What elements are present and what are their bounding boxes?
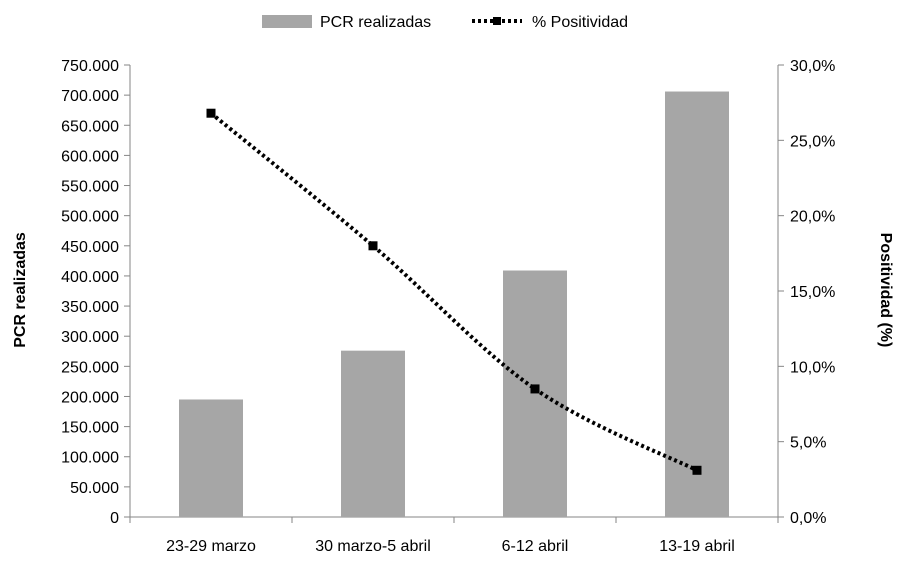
y-tick-label: 550.000	[61, 179, 119, 196]
x-tick-label: 13-19 abril	[659, 538, 735, 555]
legend-label-pcr: PCR realizadas	[320, 14, 431, 31]
y2-tick-label: 25,0%	[790, 133, 835, 150]
y-tick-label: 700.000	[61, 88, 119, 105]
y2-tick-label: 30,0%	[790, 58, 835, 75]
y-tick-label: 350.000	[61, 299, 119, 316]
y-tick-label: 0	[110, 510, 119, 527]
y2-tick-label: 0,0%	[790, 510, 826, 527]
marker-positividad	[368, 241, 378, 251]
y-tick-label: 150.000	[61, 420, 119, 437]
y-tick-label: 200.000	[61, 389, 119, 406]
legend-marker-positividad	[493, 17, 501, 25]
x-tick-label: 6-12 abril	[502, 538, 569, 555]
bar-pcr-realizadas	[665, 91, 729, 517]
line-positividad	[209, 111, 698, 473]
y-tick-label: 250.000	[61, 359, 119, 376]
legend-label-positividad: % Positividad	[532, 14, 628, 31]
x-tick-label: 30 marzo-5 abril	[315, 538, 431, 555]
y2-tick-label: 5,0%	[790, 435, 826, 452]
bars	[179, 91, 729, 517]
y-tick-label: 600.000	[61, 148, 119, 165]
marker-positividad	[206, 108, 216, 118]
tick-labels: 0 50.000 100.000 150.000 200.000 250.000 300.0…	[61, 58, 835, 555]
marker-positividad	[530, 384, 540, 394]
marker-positividad	[692, 465, 702, 475]
y-tick-label: 300.000	[61, 329, 119, 346]
y-tick-label: 650.000	[61, 118, 119, 135]
y-tick-label: 400.000	[61, 269, 119, 286]
y2-tick-label: 20,0%	[790, 209, 835, 226]
y-axis-title: PCR realizadas	[12, 232, 29, 348]
y2-tick-label: 15,0%	[790, 284, 835, 301]
y-tick-label: 750.000	[61, 58, 119, 75]
bar-pcr-realizadas	[179, 399, 243, 517]
y-tick-label: 50.000	[70, 480, 119, 497]
y-tick-label: 450.000	[61, 239, 119, 256]
y2-axis-title: Positividad (%)	[877, 233, 894, 348]
bar-pcr-realizadas	[503, 270, 567, 517]
legend: PCR realizadas % Positividad	[262, 14, 628, 31]
y-tick-label: 100.000	[61, 450, 119, 467]
legend-swatch-pcr	[262, 15, 312, 28]
y2-tick-label: 10,0%	[790, 359, 835, 376]
bar-pcr-realizadas	[341, 350, 405, 517]
positividad-series	[206, 108, 702, 475]
y-tick-label: 500.000	[61, 209, 119, 226]
x-tick-label: 23-29 marzo	[166, 538, 256, 555]
